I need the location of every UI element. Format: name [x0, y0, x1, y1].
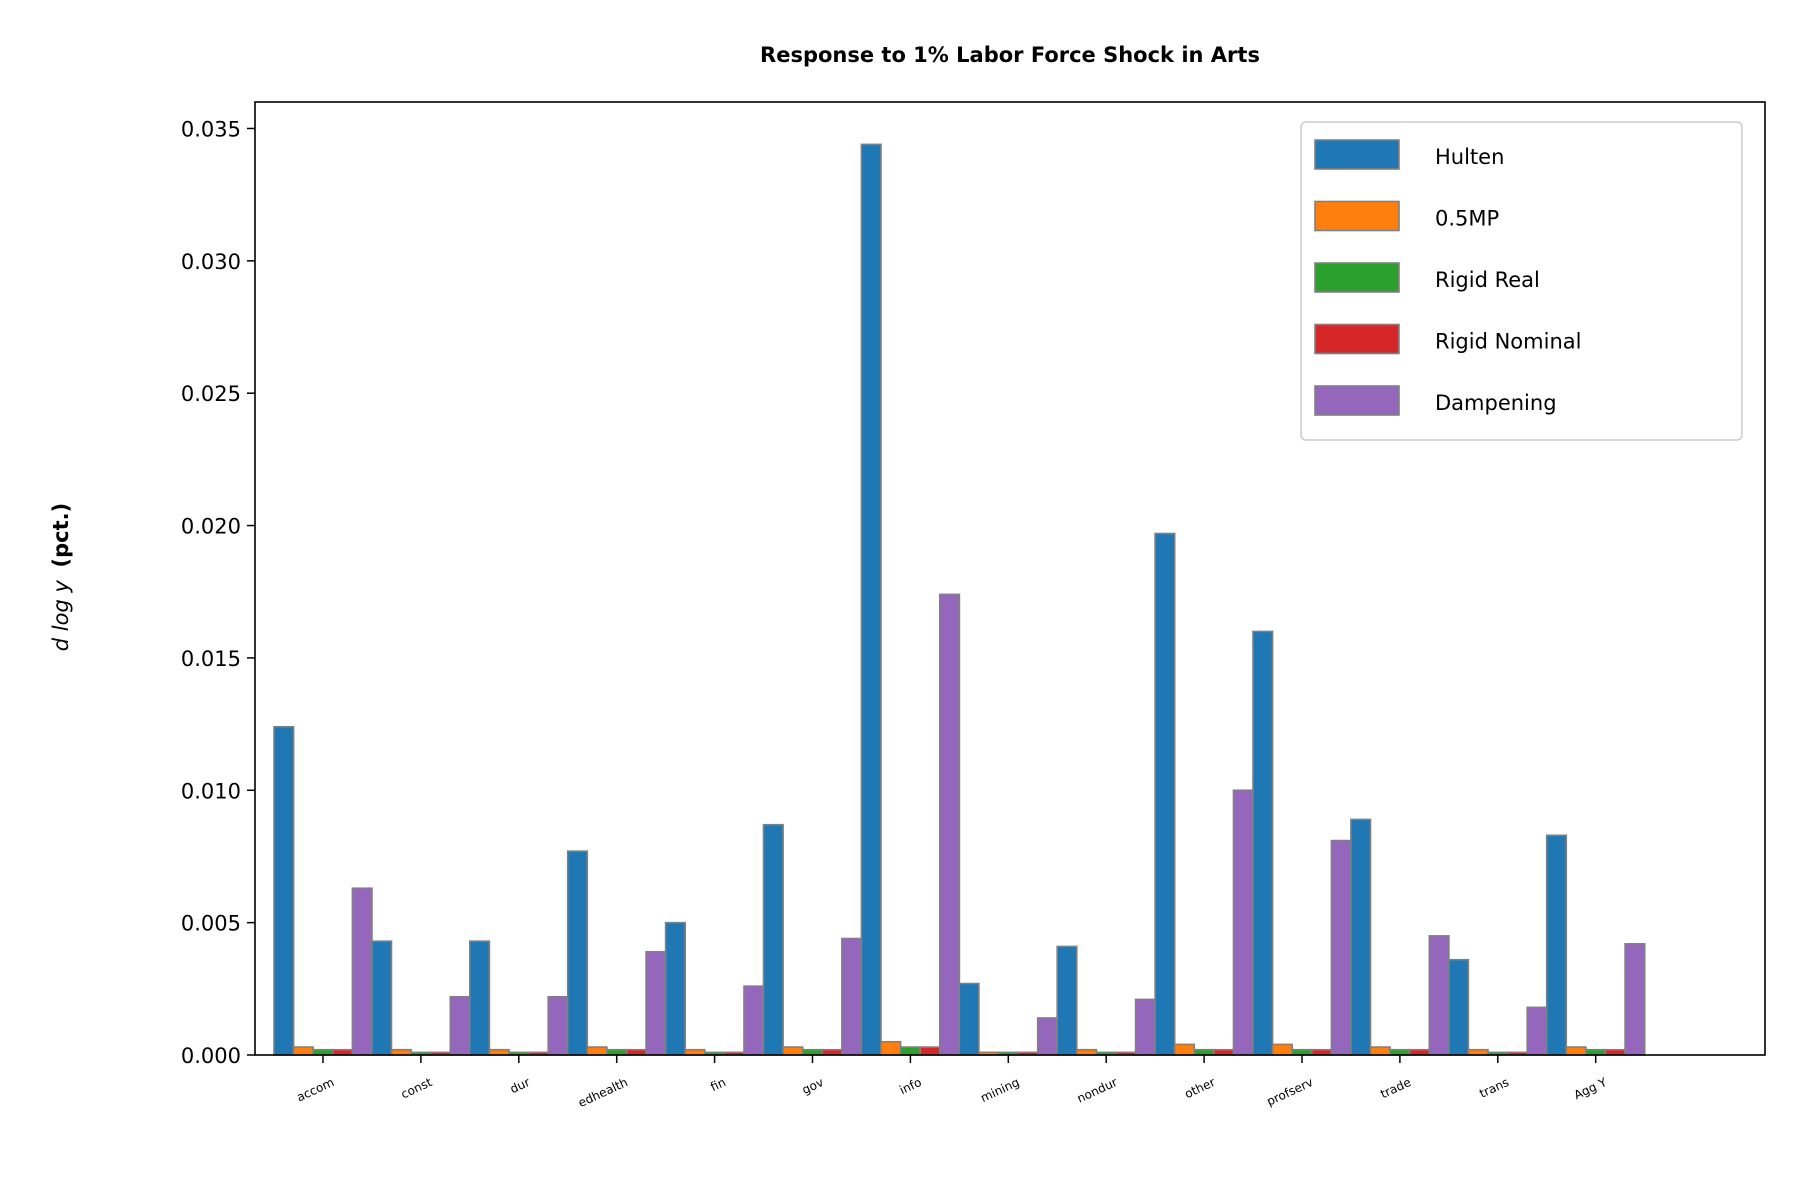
- bar-hulten: [468, 940, 491, 1056]
- legend-label: Rigid Nominal: [1435, 330, 1581, 354]
- x-tick-label: fin: [708, 1075, 728, 1094]
- bar-dampening: [1036, 1017, 1059, 1056]
- bar-dampening: [1428, 935, 1450, 1056]
- y-tick-label: 0.000: [181, 1044, 241, 1068]
- y-tick-label: 0.030: [181, 250, 241, 274]
- y-tick-label: 0.010: [181, 779, 241, 803]
- bar-dampening: [645, 950, 667, 1056]
- chart-title: Response to 1% Labor Force Shock in Arts: [760, 43, 1260, 67]
- bar-hulten: [371, 940, 393, 1056]
- bar-0-5mp: [880, 1040, 902, 1056]
- bar-dampening: [743, 985, 765, 1056]
- legend: Hulten 0.5MP Rigid Real Rigid Nominal Dampen…: [1300, 121, 1743, 441]
- legend-label: Hulten: [1435, 145, 1504, 169]
- y-tick-label: 0.015: [181, 647, 241, 671]
- y-tick-label: 0.025: [181, 382, 241, 406]
- legend-box: [1300, 121, 1743, 441]
- legend-label: Dampening: [1435, 391, 1557, 415]
- bar-hulten: [958, 982, 980, 1056]
- bar-hulten: [1252, 630, 1274, 1056]
- bar-0-5mp: [586, 1046, 608, 1056]
- y-axis: 0.000 0.005 0.010 0.015 0.020 0.025 0.030 0.035: [181, 117, 255, 1068]
- bar-dampening: [449, 995, 471, 1056]
- legend-swatch: [1314, 262, 1400, 293]
- y-axis-label-math: d log y: [49, 580, 73, 652]
- legend-label: 0.5MP: [1435, 207, 1499, 231]
- bar-0-5mp: [782, 1046, 804, 1056]
- bar-rigid-nominal: [919, 1046, 941, 1056]
- bar-dampening: [1624, 943, 1646, 1056]
- bar-dampening: [841, 937, 863, 1056]
- bar-0-5mp: [292, 1046, 315, 1056]
- bar-0-5mp: [1565, 1046, 1587, 1056]
- legend-swatch: [1314, 385, 1400, 416]
- bar-hulten: [566, 850, 589, 1056]
- legend-swatch: [1314, 323, 1400, 355]
- bar-hulten: [1154, 532, 1176, 1056]
- bar-dampening: [547, 995, 569, 1056]
- bar-0-5mp: [1173, 1043, 1196, 1056]
- y-tick-label: 0.020: [181, 515, 241, 539]
- legend-swatch: [1314, 200, 1400, 232]
- bar-rigid-real: [899, 1046, 921, 1056]
- y-axis-label-unit: (pct.): [49, 503, 73, 568]
- bar-dampening: [1134, 998, 1156, 1056]
- bar-dampening: [351, 887, 373, 1056]
- bar-hulten: [762, 823, 784, 1056]
- plot-area: [273, 143, 1646, 1056]
- legend-swatch: [1314, 139, 1400, 170]
- bar-hulten: [1545, 834, 1568, 1056]
- bar-dampening: [1330, 839, 1352, 1056]
- bar-hulten: [860, 143, 882, 1056]
- bar-dampening: [1526, 1006, 1548, 1056]
- bar-hulten: [273, 725, 295, 1056]
- bar-dampening: [1232, 789, 1254, 1056]
- bar-0-5mp: [1369, 1046, 1391, 1056]
- bar-hulten: [1448, 958, 1470, 1056]
- bar-0-5mp: [1271, 1043, 1293, 1056]
- plot-frame: [254, 101, 1766, 1056]
- bar-hulten: [1350, 818, 1372, 1056]
- y-tick-label: 0.035: [181, 117, 241, 141]
- y-tick-label: 0.005: [181, 912, 241, 936]
- legend-label: Rigid Real: [1435, 268, 1540, 292]
- bar-hulten: [664, 921, 686, 1056]
- bar-hulten: [1056, 945, 1078, 1056]
- y-axis-label: d log y (pct.): [49, 503, 73, 652]
- bar-dampening: [938, 593, 961, 1056]
